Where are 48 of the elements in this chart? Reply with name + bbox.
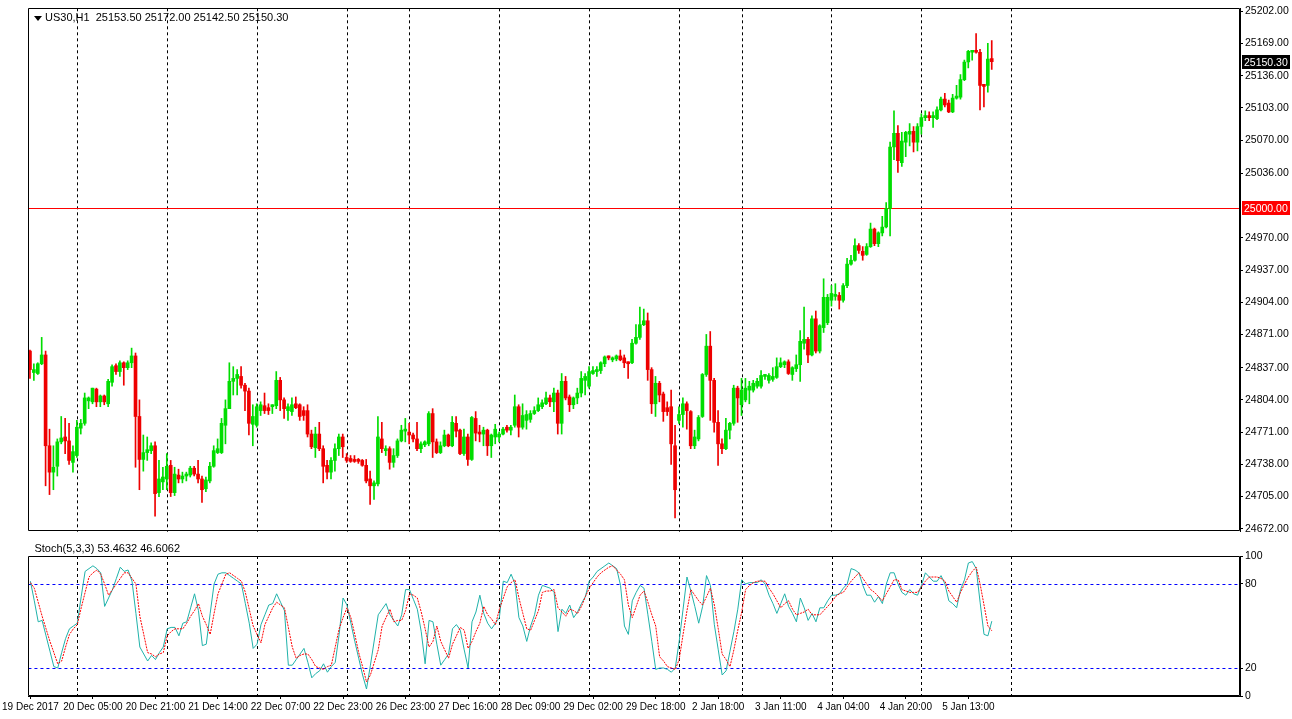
candlestick (286, 403, 290, 421)
text: 25150.30 (1242, 54, 1290, 69)
y-tick-label: 24705.00 (1245, 489, 1289, 502)
x-tick-label: 21 Dec 14:00 (188, 700, 249, 712)
x-tick-label: 3 Jan 11:00 (755, 700, 807, 712)
y-tick-label: 25136.00 (1245, 68, 1289, 81)
x-tick-label: 4 Jan 20:00 (879, 700, 933, 712)
chart-title: US30,H1 25153.50 25172.00 25142.50 25150.30 (45, 11, 289, 25)
y-tick-label: 24672.00 (1245, 521, 1289, 534)
y-tick-label: 24937.00 (1245, 262, 1289, 275)
chart-title: Stoch(5,3,3) 53.4632 46.6062 (34, 542, 180, 555)
candlestick (383, 445, 388, 456)
y-tick-label: 24804.00 (1245, 392, 1289, 405)
x-tick-label: 19 Dec 2017 (2, 700, 60, 712)
y-tick-label: 100 (1245, 548, 1263, 561)
ref-line-label: 25000.00 (1242, 201, 1290, 216)
candlestick (235, 369, 239, 396)
candlestick (931, 111, 935, 128)
x-tick-label: 2 Jan 18:00 (692, 700, 745, 712)
candlestick (583, 373, 587, 396)
candlestick (32, 363, 36, 381)
x-tick-label: 27 Dec 16:00 (438, 700, 499, 712)
x-tick-label: 20 Dec 21:00 (125, 700, 186, 712)
y-tick-label: 25070.00 (1245, 133, 1289, 146)
x-tick-label: 29 Dec 18:00 (625, 700, 686, 712)
y-tick-label: 25202.00 (1245, 4, 1289, 17)
y-tick-label: 25169.00 (1245, 36, 1289, 49)
y-tick-label: 24771.00 (1245, 424, 1289, 437)
y-tick-label: 24904.00 (1245, 295, 1289, 308)
y-tick-label: 24837.00 (1245, 360, 1289, 373)
x-tick-label: 26 Dec 23:00 (375, 700, 436, 712)
y-tick-label: 24871.00 (1245, 327, 1289, 340)
x-tick-label: 5 Jan 13:00 (942, 700, 995, 712)
y-tick-label: 24738.00 (1245, 457, 1289, 470)
x-tick-label: 22 Dec 07:00 (250, 700, 311, 712)
y-tick-label: 0 (1245, 688, 1251, 701)
x-tick-label: 4 Jan 04:00 (817, 700, 870, 712)
x-tick-label: 20 Dec 05:00 (63, 700, 124, 712)
y-tick-label: 20 (1245, 660, 1257, 673)
y-tick-label: 25036.00 (1245, 166, 1289, 179)
x-tick-label: 29 Dec 02:00 (563, 700, 624, 712)
x-tick-label: 28 Dec 09:00 (500, 700, 561, 712)
candlestick (989, 40, 994, 70)
x-tick-label: 22 Dec 23:00 (313, 700, 374, 712)
candlestick (250, 404, 255, 447)
y-tick-label: 24970.00 (1245, 230, 1289, 243)
y-tick-label: 80 (1245, 576, 1257, 589)
y-tick-label: 25103.00 (1245, 100, 1289, 113)
